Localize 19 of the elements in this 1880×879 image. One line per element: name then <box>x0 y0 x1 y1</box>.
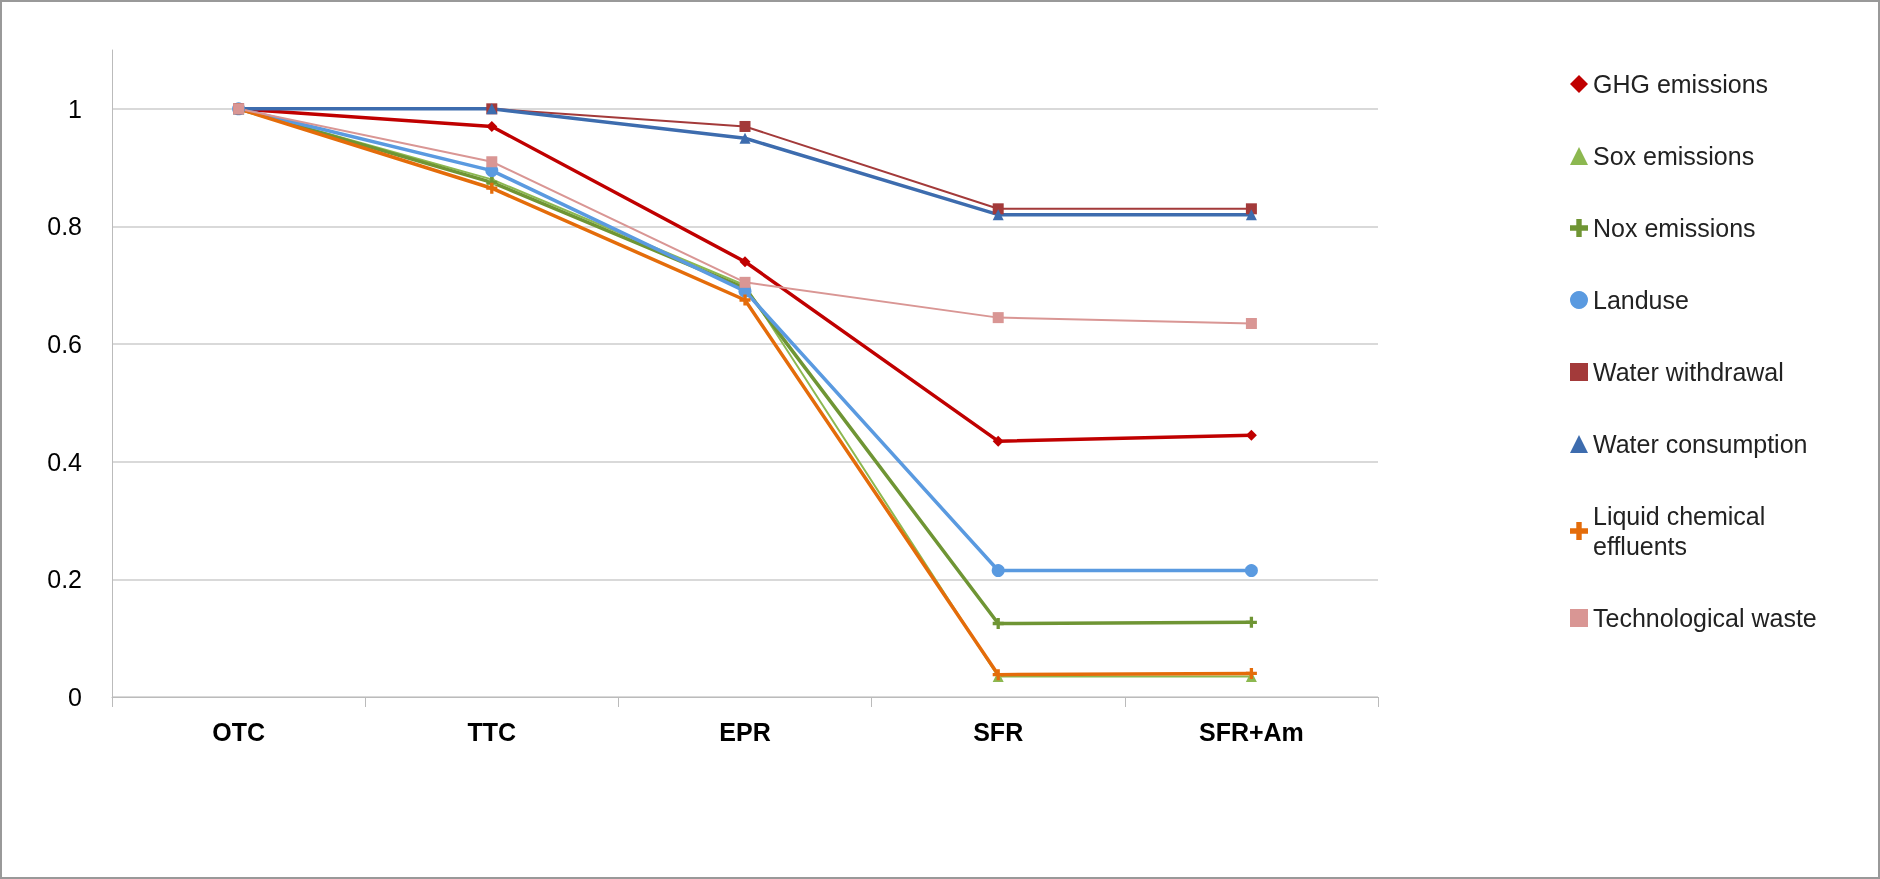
x-tick-label: SFR+Am <box>1198 717 1304 746</box>
legend-label: Water withdrawal <box>1593 358 1784 386</box>
legend-label: Landuse <box>1593 286 1689 314</box>
y-tick-label: 0.4 <box>47 447 83 476</box>
legend-label: GHG emissions <box>1593 70 1769 98</box>
y-tick-label: 1 <box>68 94 82 123</box>
x-tick-label: OTC <box>212 717 265 746</box>
x-tick-label: EPR <box>719 717 771 746</box>
legend-label: Nox emissions <box>1593 214 1756 242</box>
y-tick-label: 0 <box>68 683 82 711</box>
y-tick-label: 0.6 <box>47 330 82 359</box>
legend-label: Technological waste <box>1593 604 1817 632</box>
legend-label: Water consumption <box>1593 430 1808 458</box>
x-tick-label: SFR <box>973 717 1024 746</box>
legend-label: Liquid chemical effluents <box>1593 502 1773 560</box>
x-tick-label: TTC <box>467 717 517 746</box>
legend-label: Sox emissions <box>1593 142 1755 170</box>
y-tick-label: 0.8 <box>47 212 82 241</box>
y-tick-label: 0.2 <box>47 565 82 594</box>
